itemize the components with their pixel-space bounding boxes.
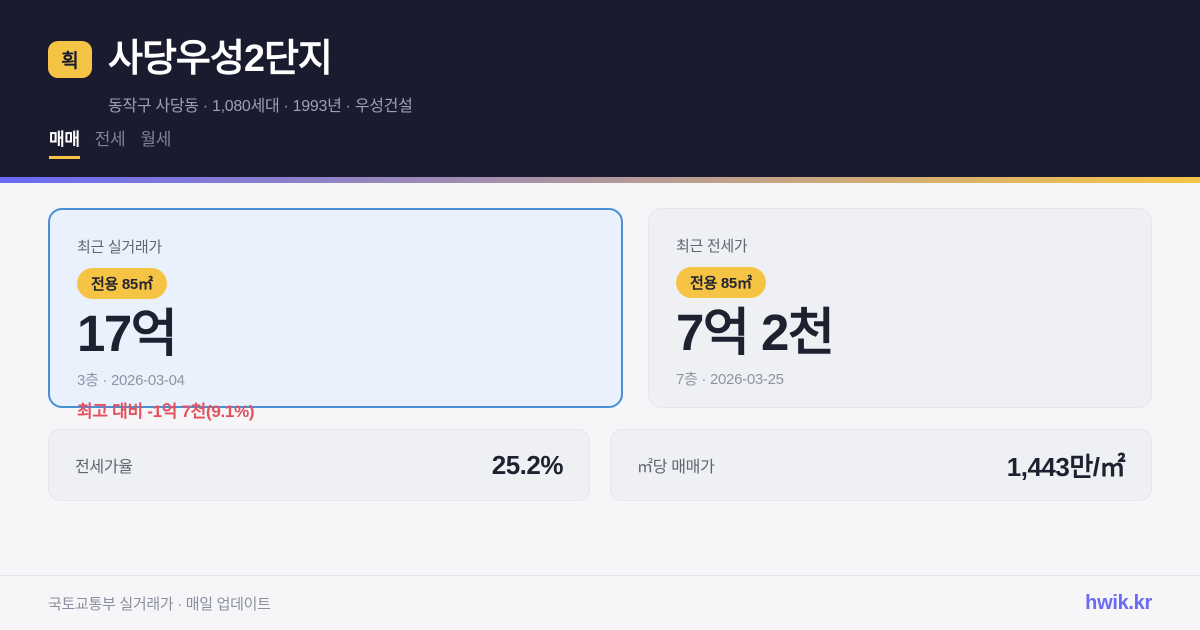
price-per-sqm-value: 1,443만/㎡ [1006, 451, 1126, 482]
jeonse-price-value: 7억 2천 [676, 304, 835, 361]
jeonse-price-detail: 7층 · 2026-03-25 [676, 370, 784, 388]
jeonse-ratio-value: 25.2% [491, 449, 564, 480]
stats-row: 전세가율 25.2% ㎡당 매매가 1,443만/㎡ [48, 429, 1152, 501]
tab-maemae[interactable]: 매매 [49, 125, 80, 159]
title-row: 획 사당우성2단지 [48, 0, 1152, 78]
tab-wolse[interactable]: 월세 [140, 130, 172, 149]
tab-jeonse[interactable]: 전세 [94, 130, 126, 149]
jeonse-card-label: 최근 전세가 [676, 238, 748, 255]
complex-title: 사당우성2단지 [108, 38, 333, 80]
header: 획 사당우성2단지 동작구 사당동 · 1,080세대 · 1993년 · 우성… [0, 0, 1200, 177]
app-logo-badge: 획 [48, 40, 92, 78]
sale-price-detail: 3층 · 2026-03-04 [77, 371, 185, 389]
accent-gradient-divider [0, 177, 1200, 183]
sale-price-delta: 최고 대비 -1억 7천(9.1%) [77, 401, 255, 421]
data-source-note: 국토교통부 실거래가 · 매일 업데이트 [48, 595, 271, 613]
price-cards-row: 최근 실거래가 전용 85㎡ 17억 3층 · 2026-03-04 최고 대비… [48, 208, 1152, 421]
trade-type-tabs: 매매 전세 월세 [49, 125, 171, 159]
price-per-sqm-card: ㎡당 매매가 1,443만/㎡ [610, 429, 1152, 501]
footer: 국토교통부 실거래가 · 매일 업데이트 hwik.kr [0, 575, 1200, 630]
price-per-sqm-label: ㎡당 매매가 [637, 459, 715, 476]
jeonse-ratio-card: 전세가율 25.2% [48, 429, 590, 501]
sale-price-value: 17억 [77, 305, 178, 362]
main-content: 최근 실거래가 전용 85㎡ 17억 3층 · 2026-03-04 최고 대비… [0, 183, 1200, 501]
sale-area-badge: 전용 85㎡ [77, 268, 167, 299]
sale-card-label: 최근 실거래가 [77, 239, 162, 256]
recent-jeonse-price-card: 최근 전세가 전용 85㎡ 7억 2천 7층 · 2026-03-25 [648, 208, 1152, 408]
complex-subtitle: 동작구 사당동 · 1,080세대 · 1993년 · 우성건설 [108, 98, 413, 115]
jeonse-area-badge: 전용 85㎡ [676, 267, 766, 298]
brand-link[interactable]: hwik.kr [1085, 591, 1152, 614]
recent-sale-price-card: 최근 실거래가 전용 85㎡ 17억 3층 · 2026-03-04 최고 대비… [48, 208, 623, 421]
jeonse-ratio-label: 전세가율 [75, 459, 133, 476]
